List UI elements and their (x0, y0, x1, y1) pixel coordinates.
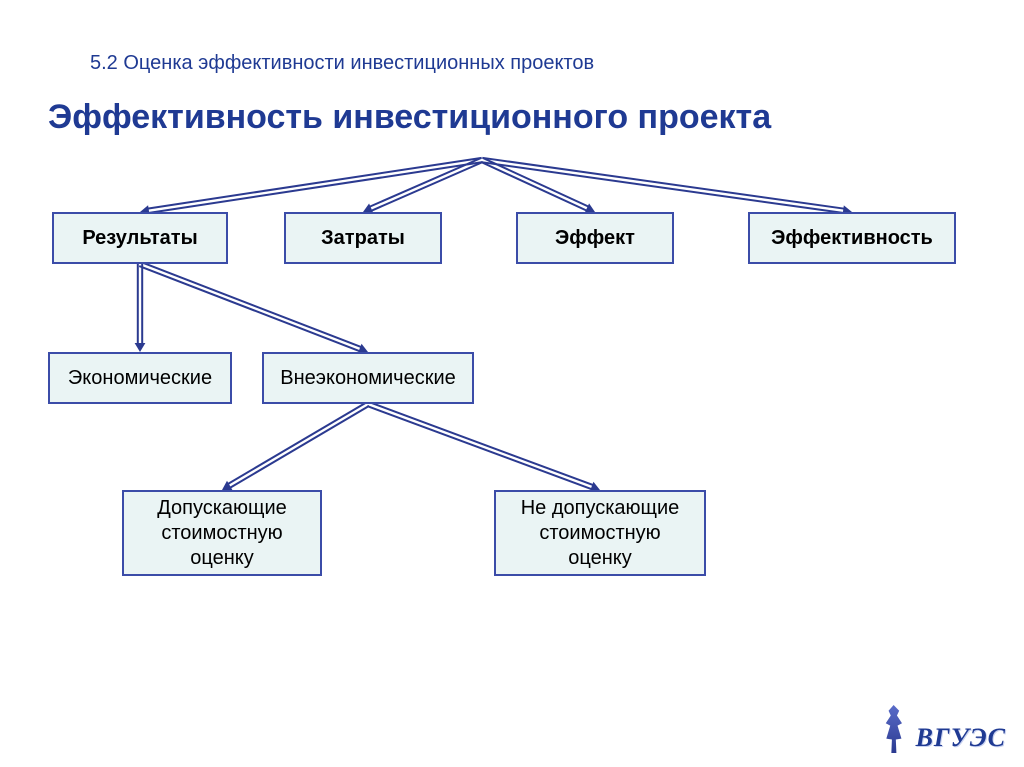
logo: ВГУЭС (880, 705, 1006, 753)
logo-icon (880, 705, 908, 753)
node-efficiency: Эффективность (748, 212, 956, 264)
node-economic: Экономические (48, 352, 232, 404)
slide-title: Эффективность инвестиционного проекта (48, 98, 771, 137)
node-effect: Эффект (516, 212, 674, 264)
node-costs: Затраты (284, 212, 442, 264)
logo-text: ВГУЭС (916, 723, 1006, 753)
slide-subtitle: 5.2 Оценка эффективности инвестиционных … (90, 52, 594, 75)
node-allowing: Допускающиестоимостнуюоценку (122, 490, 322, 576)
node-notallowing: Не допускающиестоимостнуюоценку (494, 490, 706, 576)
node-noneconomic: Внеэкономические (262, 352, 474, 404)
node-results: Результаты (52, 212, 228, 264)
